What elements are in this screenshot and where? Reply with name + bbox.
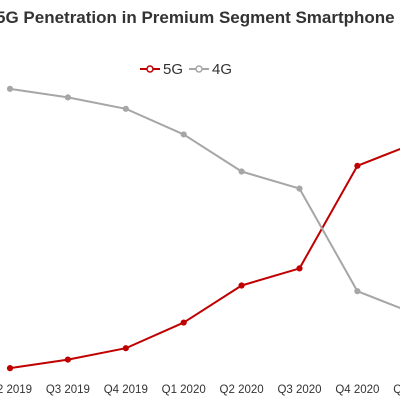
x-tick-label: Q3 2019 [46,384,90,396]
x-tick-label: Q1 2020 [162,384,206,396]
data-point-4g [296,185,303,192]
data-point-5g [238,282,245,289]
x-tick-label: Q2 2019 [0,384,32,396]
data-point-5g [6,365,14,372]
data-point-4g [6,85,14,92]
data-point-4g [64,94,72,101]
chart-title: 5G Penetration in Premium Segment Smartp… [0,8,400,27]
legend-marker-5g [146,65,154,73]
x-tick-label: Q3 2020 [277,384,321,396]
data-point-5g [122,345,129,352]
plot-area [6,85,400,372]
x-tick-label: Q4 2020 [335,384,379,396]
legend-item-5g: 5G [140,61,183,78]
data-point-5g [354,162,361,169]
data-point-5g [296,265,303,272]
legend-label-4g: 4G [212,61,232,78]
data-point-4g [354,288,361,295]
legend: 5G 4G [140,61,232,78]
x-axis-ticks: Q2 2019 Q3 2019 Q4 2019 Q1 2020 Q2 2020 Q3 20… [0,384,400,396]
series-line-5g [9,147,400,370]
data-point-4g [122,105,129,112]
data-point-4g [180,131,187,138]
series-line-4g [9,87,400,310]
data-point-5g [180,319,187,326]
x-tick-label: Q2 2020 [220,384,264,396]
x-tick-label: Q4 2019 [104,384,148,396]
legend-marker-4g [195,65,203,73]
data-point-4g [238,168,245,175]
x-tick-label: Q1 2021 [393,384,400,396]
legend-item-4g: 4G [189,61,232,78]
data-point-5g [64,356,72,363]
legend-label-5g: 5G [163,61,183,78]
